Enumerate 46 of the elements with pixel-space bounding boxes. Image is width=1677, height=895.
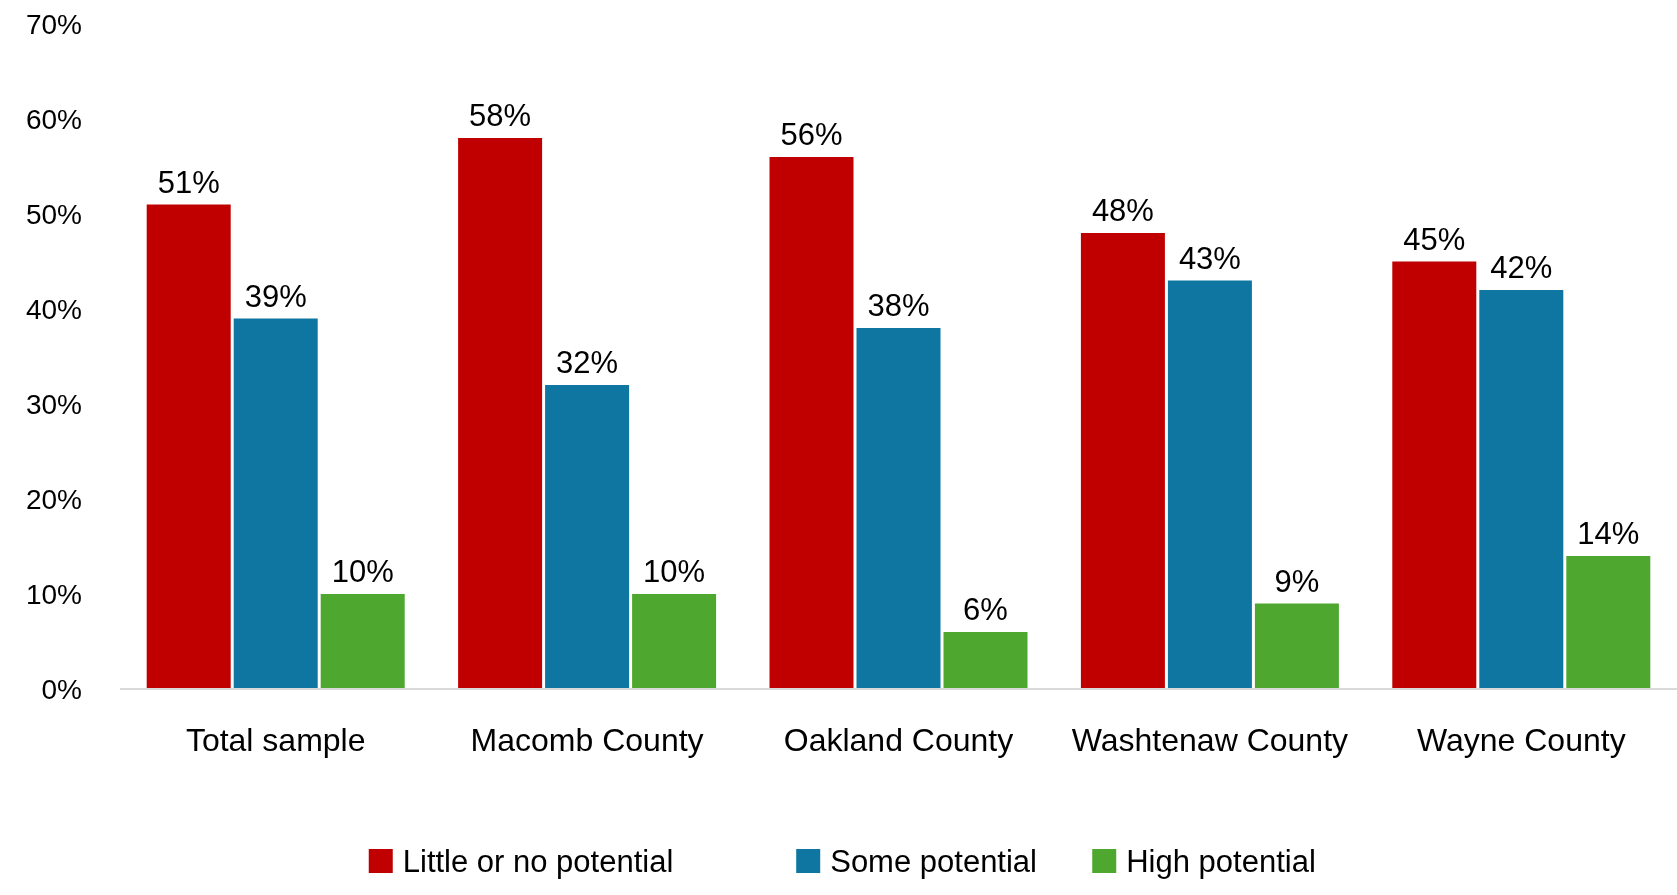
data-label: 38%: [867, 288, 930, 323]
y-tick-label: 0%: [41, 673, 82, 705]
data-label: 10%: [331, 554, 394, 589]
legend-label: Little or no potential: [402, 844, 674, 879]
legend-label: High potential: [1126, 844, 1316, 879]
y-tick-label: 50%: [25, 198, 82, 230]
x-tick-label: Total sample: [185, 722, 366, 758]
bar: [233, 318, 318, 689]
data-label: 58%: [469, 98, 532, 133]
x-tick-label: Oakland County: [783, 722, 1014, 758]
bar: [146, 204, 231, 689]
y-tick-label: 70%: [25, 8, 82, 40]
bar: [1254, 603, 1339, 689]
data-label: 39%: [244, 278, 307, 314]
bar: [1167, 280, 1252, 689]
data-label: 56%: [780, 117, 843, 152]
data-label: 9%: [1274, 563, 1320, 599]
data-label: 42%: [1490, 250, 1553, 285]
y-tick-label: 40%: [25, 293, 82, 325]
data-label: 48%: [1091, 193, 1154, 228]
y-tick-label: 20%: [25, 483, 82, 515]
x-tick-label: Macomb County: [470, 722, 704, 758]
legend-label: Some potential: [830, 844, 1038, 879]
data-label: 45%: [1403, 221, 1466, 257]
x-tick-label: Washtenaw County: [1071, 722, 1349, 758]
data-label: 10%: [643, 554, 706, 589]
bar: [1080, 233, 1165, 689]
bar: [1392, 261, 1477, 689]
bar: [632, 594, 717, 689]
bar: [545, 385, 630, 689]
bar: [943, 632, 1028, 689]
bar: [458, 138, 543, 689]
y-tick-label: 60%: [25, 103, 82, 135]
bar: [769, 157, 854, 689]
data-label: 43%: [1178, 240, 1241, 276]
y-tick-label: 30%: [25, 388, 82, 420]
data-label: 51%: [157, 164, 220, 200]
bar: [1566, 556, 1651, 689]
bar: [320, 594, 405, 689]
data-label: 14%: [1577, 516, 1640, 551]
bar: [856, 328, 941, 689]
data-label: 32%: [556, 345, 619, 380]
bar: [1479, 290, 1564, 689]
data-label: 6%: [963, 592, 1008, 627]
x-tick-label: Wayne County: [1416, 722, 1626, 758]
y-tick-label: 10%: [25, 578, 82, 610]
